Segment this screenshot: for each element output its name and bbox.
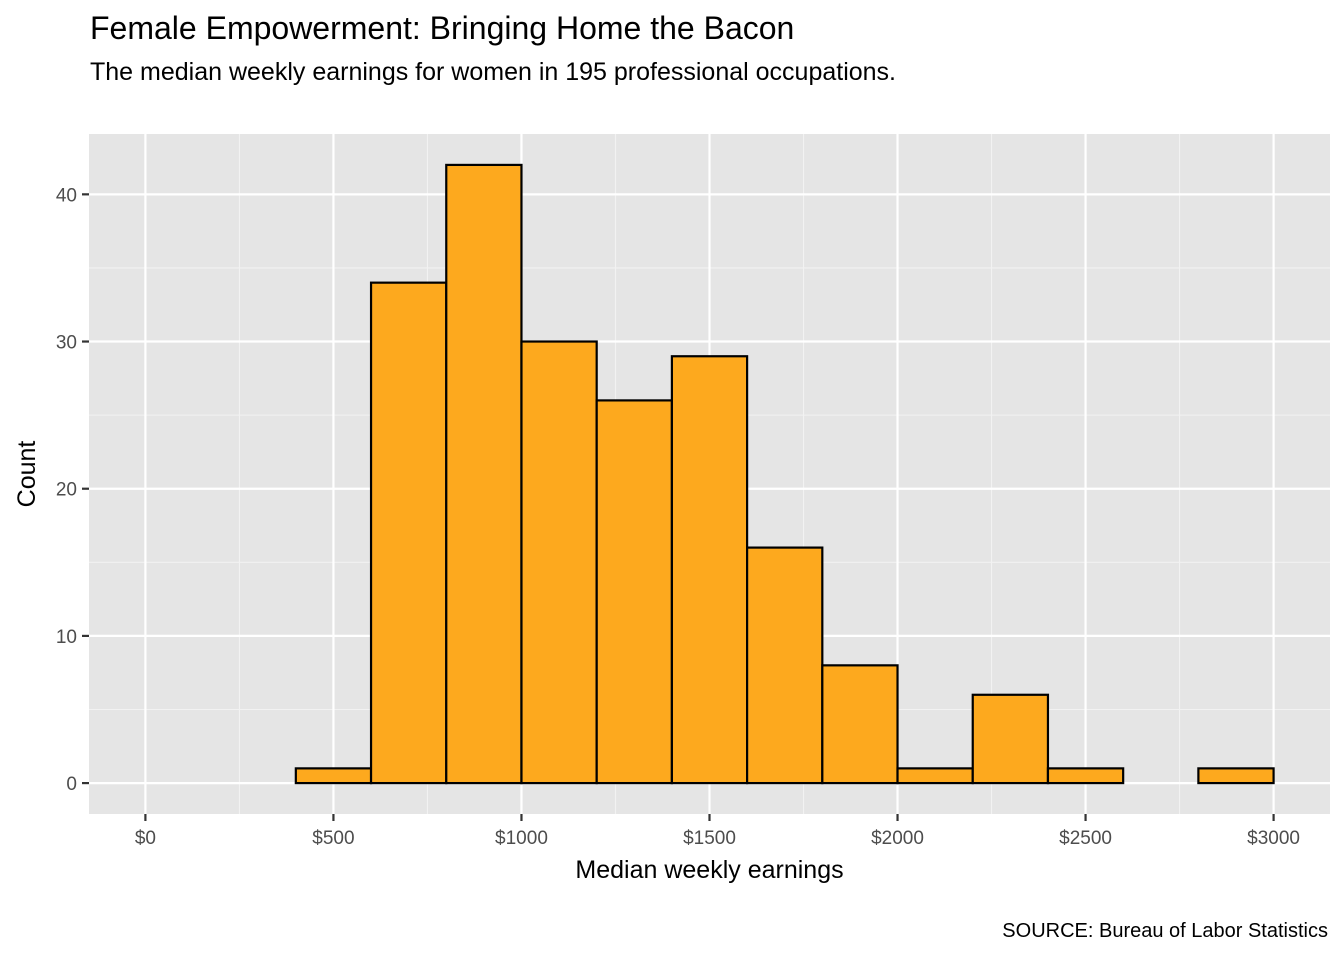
x-tick-label: $2500 (1059, 828, 1112, 849)
histogram-bar (746, 546, 824, 785)
histogram-bar (670, 355, 749, 785)
x-tick-label: $3000 (1247, 828, 1300, 849)
y-axis-title: Count (13, 441, 41, 508)
y-tick-label: 30 (56, 333, 77, 354)
x-tick-label: $1500 (683, 828, 736, 849)
histogram-bar (896, 767, 974, 785)
x-tick-label: $1000 (495, 828, 548, 849)
histogram-bar (821, 664, 899, 785)
histogram-bar (1197, 767, 1275, 785)
chart-subtitle: The median weekly earnings for women in … (90, 58, 897, 86)
x-axis-title: Median weekly earnings (575, 856, 843, 884)
y-tick-label: 0 (66, 774, 77, 795)
x-tick-label: $0 (135, 828, 156, 849)
histogram-bar (369, 281, 448, 785)
histogram-bar (971, 693, 1050, 785)
histogram-bar (445, 163, 523, 785)
histogram-bar (1046, 767, 1125, 785)
histogram-bar (520, 340, 598, 785)
y-axis: 0 10 20 30 40 (56, 185, 89, 795)
chart-title: Female Empowerment: Bringing Home the Ba… (90, 10, 795, 46)
x-tick-label: $500 (312, 828, 354, 849)
x-axis: $0 $500 $1000 $1500 $2000 $2500 $3000 (135, 814, 1300, 849)
histogram-bar (294, 767, 373, 785)
y-tick-label: 40 (56, 185, 77, 206)
histogram-bars (294, 163, 1275, 785)
y-tick-label: 20 (56, 480, 77, 501)
source-caption: SOURCE: Bureau of Labor Statistics (1002, 920, 1328, 942)
x-tick-label: $2000 (871, 828, 924, 849)
y-tick-label: 10 (56, 627, 77, 648)
histogram-bar (595, 399, 673, 785)
